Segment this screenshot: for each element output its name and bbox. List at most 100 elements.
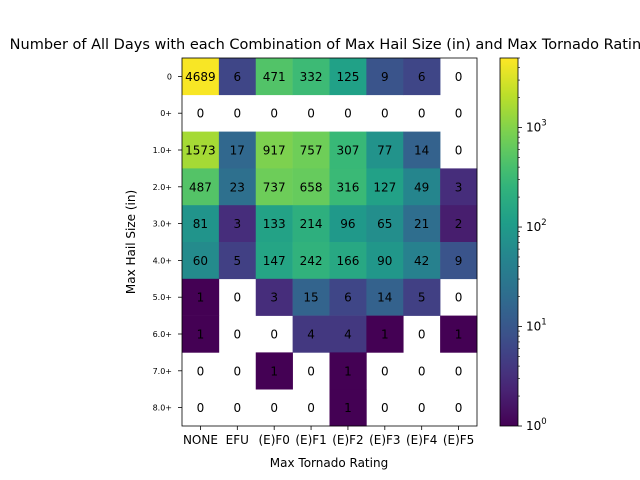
y-tick-label: 2.0+ [153, 183, 172, 192]
cell-value-label: 77 [377, 144, 392, 158]
cell-value-label: 3 [233, 217, 241, 231]
cell-value-label: 60 [193, 254, 208, 268]
heatmap-cell [366, 278, 404, 316]
y-axis-ticks: 0 0+ 1.0+ 2.0+ 3.0+ 4.0+ 5.0+ 6.0+ 7.0+ 8.0+ [153, 72, 182, 413]
cell-value-label: 0 [418, 364, 426, 378]
y-axis-label: Max Hail Size (in) [124, 190, 138, 294]
cell-value-label: 0 [455, 107, 463, 121]
cell-value-label: 5 [418, 291, 426, 305]
heatmap-cell [329, 352, 367, 390]
cell-value-label: 0 [197, 107, 205, 121]
cell-value-label: 658 [300, 180, 323, 194]
cell-value-label: 49 [414, 180, 429, 194]
heatmap-cell [182, 315, 220, 353]
colorbar-tick-label: 101 [526, 318, 547, 334]
heatmap-cells [182, 58, 478, 427]
cell-value-label: 487 [189, 180, 212, 194]
heatmap-cell [366, 131, 404, 169]
cell-value-label: 0 [270, 328, 278, 342]
cell-value-label: 0 [233, 401, 241, 415]
x-tick-label: (E)F2 [332, 433, 363, 447]
cell-value-label: 0 [455, 291, 463, 305]
y-tick-label: 0 [167, 72, 172, 81]
cell-value-label: 0 [381, 107, 389, 121]
heatmap-cell [329, 315, 367, 353]
heatmap-cell [440, 205, 478, 243]
cell-value-label: 0 [455, 70, 463, 84]
heatmap-cell [182, 278, 220, 316]
heatmap-cell [292, 58, 330, 96]
cell-value-label: 0 [197, 364, 205, 378]
cell-value-label: 4689 [185, 70, 216, 84]
colorbar-tick-label: 103 [526, 119, 547, 135]
cell-value-label: 0 [418, 107, 426, 121]
heatmap-cell [182, 168, 220, 206]
cell-value-label: 0 [418, 401, 426, 415]
heatmap-cell [403, 58, 441, 96]
cell-value-label: 166 [336, 254, 359, 268]
cell-value-label: 17 [230, 144, 245, 158]
cell-value-label: 6 [344, 291, 352, 305]
heatmap-cell [329, 168, 367, 206]
cell-value-label: 15 [303, 291, 318, 305]
cell-value-label: 1573 [185, 144, 216, 158]
cell-value-label: 471 [263, 70, 286, 84]
heatmap-cell [329, 58, 367, 96]
heatmap-cell [255, 278, 293, 316]
cell-value-label: 96 [340, 217, 355, 231]
cell-value-label: 0 [233, 107, 241, 121]
cell-value-label: 242 [300, 254, 323, 268]
cell-value-label: 2 [455, 217, 463, 231]
heatmap-cell [218, 168, 257, 206]
heatmap-cell [329, 389, 367, 427]
cell-value-label: 42 [414, 254, 429, 268]
cell-value-label: 1 [381, 328, 389, 342]
heatmap-cell [440, 242, 478, 280]
x-axis-label: Max Tornado Rating [270, 456, 388, 470]
cell-value-label: 4 [307, 328, 315, 342]
colorbar-tick-label: 100 [526, 417, 547, 433]
heatmap-cell [292, 131, 330, 169]
heatmap-cell [366, 168, 404, 206]
cell-value-label: 0 [270, 401, 278, 415]
cell-value-label: 147 [263, 254, 286, 268]
heatmap-cell [403, 278, 441, 316]
heatmap-cell [403, 205, 441, 243]
heatmap-cell [440, 168, 478, 206]
y-tick-label: 5.0+ [153, 293, 172, 302]
cell-value-label: 125 [336, 70, 359, 84]
cell-value-label: 316 [336, 180, 359, 194]
x-tick-label: EFU [226, 433, 249, 447]
heatmap-cell [255, 58, 293, 96]
heatmap-cell [329, 131, 367, 169]
cell-value-label: 23 [230, 180, 245, 194]
cell-value-label: 9 [381, 70, 389, 84]
heatmap-cell [255, 242, 293, 280]
cell-value-label: 332 [300, 70, 323, 84]
heatmap-cell [366, 242, 404, 280]
cell-value-label: 3 [270, 291, 278, 305]
heatmap-cell [366, 58, 404, 96]
heatmap-cell [440, 315, 478, 353]
colorbar-tick-label: 102 [526, 218, 547, 234]
cell-value-label: 14 [414, 144, 429, 158]
cell-value-label: 0 [233, 328, 241, 342]
heatmap-cell [366, 315, 404, 353]
heatmap-cell [255, 131, 293, 169]
cell-value-label: 0 [418, 328, 426, 342]
cell-value-label: 0 [233, 364, 241, 378]
cell-value-label: 21 [414, 217, 429, 231]
heatmap-cell [403, 242, 441, 280]
heatmap-cell [182, 58, 220, 96]
cell-value-label: 0 [381, 364, 389, 378]
colorbar [499, 57, 519, 427]
y-tick-label: 6.0+ [153, 330, 172, 339]
heatmap-cell [255, 168, 293, 206]
y-tick-label: 3.0+ [153, 220, 172, 229]
heatmap-cell [182, 205, 220, 243]
cell-value-label: 1 [455, 328, 463, 342]
cell-value-label: 214 [300, 217, 323, 231]
cell-value-label: 6 [418, 70, 426, 84]
cell-value-label: 1 [344, 364, 352, 378]
